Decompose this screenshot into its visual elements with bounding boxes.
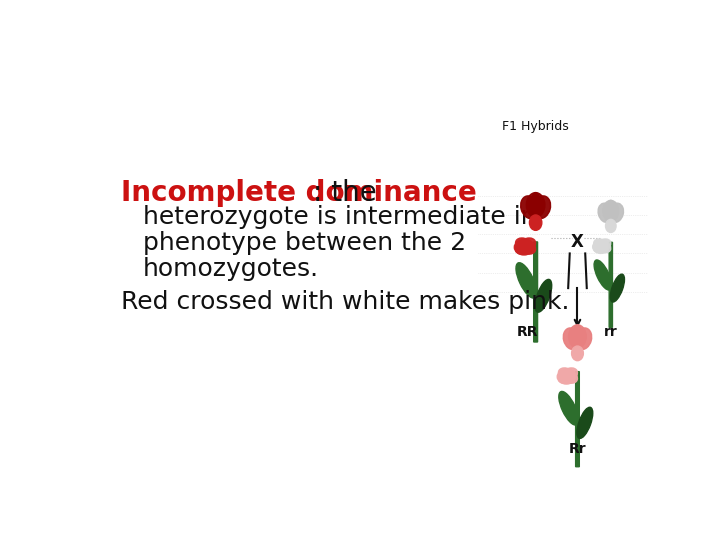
Ellipse shape xyxy=(533,193,539,202)
Ellipse shape xyxy=(577,407,593,438)
Ellipse shape xyxy=(533,196,551,219)
Text: RR: RR xyxy=(517,325,539,339)
Ellipse shape xyxy=(608,203,624,222)
Ellipse shape xyxy=(575,328,592,349)
Text: X: X xyxy=(571,233,584,252)
Text: Rr: Rr xyxy=(569,442,586,456)
Ellipse shape xyxy=(594,239,611,253)
Ellipse shape xyxy=(569,325,586,348)
Ellipse shape xyxy=(526,193,545,217)
Ellipse shape xyxy=(559,392,578,425)
FancyBboxPatch shape xyxy=(609,242,613,327)
Ellipse shape xyxy=(516,238,536,254)
Ellipse shape xyxy=(573,329,582,341)
Text: F1 Hybrids: F1 Hybrids xyxy=(503,120,569,133)
Ellipse shape xyxy=(572,346,583,361)
Text: Incomplete dominance: Incomplete dominance xyxy=(121,179,477,207)
Text: homozygotes.: homozygotes. xyxy=(143,257,319,281)
Ellipse shape xyxy=(594,239,611,253)
FancyBboxPatch shape xyxy=(534,242,538,342)
Text: : the: : the xyxy=(313,179,377,207)
Ellipse shape xyxy=(516,238,536,254)
Ellipse shape xyxy=(516,262,536,298)
Ellipse shape xyxy=(521,196,538,219)
Ellipse shape xyxy=(559,368,577,383)
Ellipse shape xyxy=(575,325,580,334)
Ellipse shape xyxy=(535,279,552,312)
Ellipse shape xyxy=(563,328,580,349)
Text: rr: rr xyxy=(604,325,618,339)
FancyBboxPatch shape xyxy=(575,372,580,467)
Text: phenotype between the 2: phenotype between the 2 xyxy=(143,231,466,255)
Ellipse shape xyxy=(598,203,613,222)
Ellipse shape xyxy=(557,369,575,384)
Text: heterozygote is intermediate in: heterozygote is intermediate in xyxy=(143,205,536,229)
Ellipse shape xyxy=(593,240,609,253)
Ellipse shape xyxy=(559,368,577,383)
Ellipse shape xyxy=(611,274,624,302)
Ellipse shape xyxy=(607,204,615,215)
Ellipse shape xyxy=(529,215,542,231)
Ellipse shape xyxy=(603,200,618,221)
Ellipse shape xyxy=(594,260,612,290)
Ellipse shape xyxy=(531,197,540,210)
Text: Red crossed with white makes pink.: Red crossed with white makes pink. xyxy=(121,289,570,314)
Ellipse shape xyxy=(514,240,534,255)
Ellipse shape xyxy=(606,219,616,232)
Ellipse shape xyxy=(608,200,613,208)
